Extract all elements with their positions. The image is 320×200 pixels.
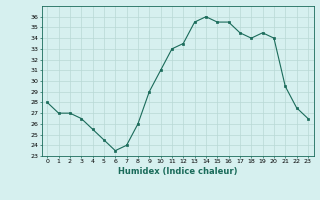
X-axis label: Humidex (Indice chaleur): Humidex (Indice chaleur) — [118, 167, 237, 176]
